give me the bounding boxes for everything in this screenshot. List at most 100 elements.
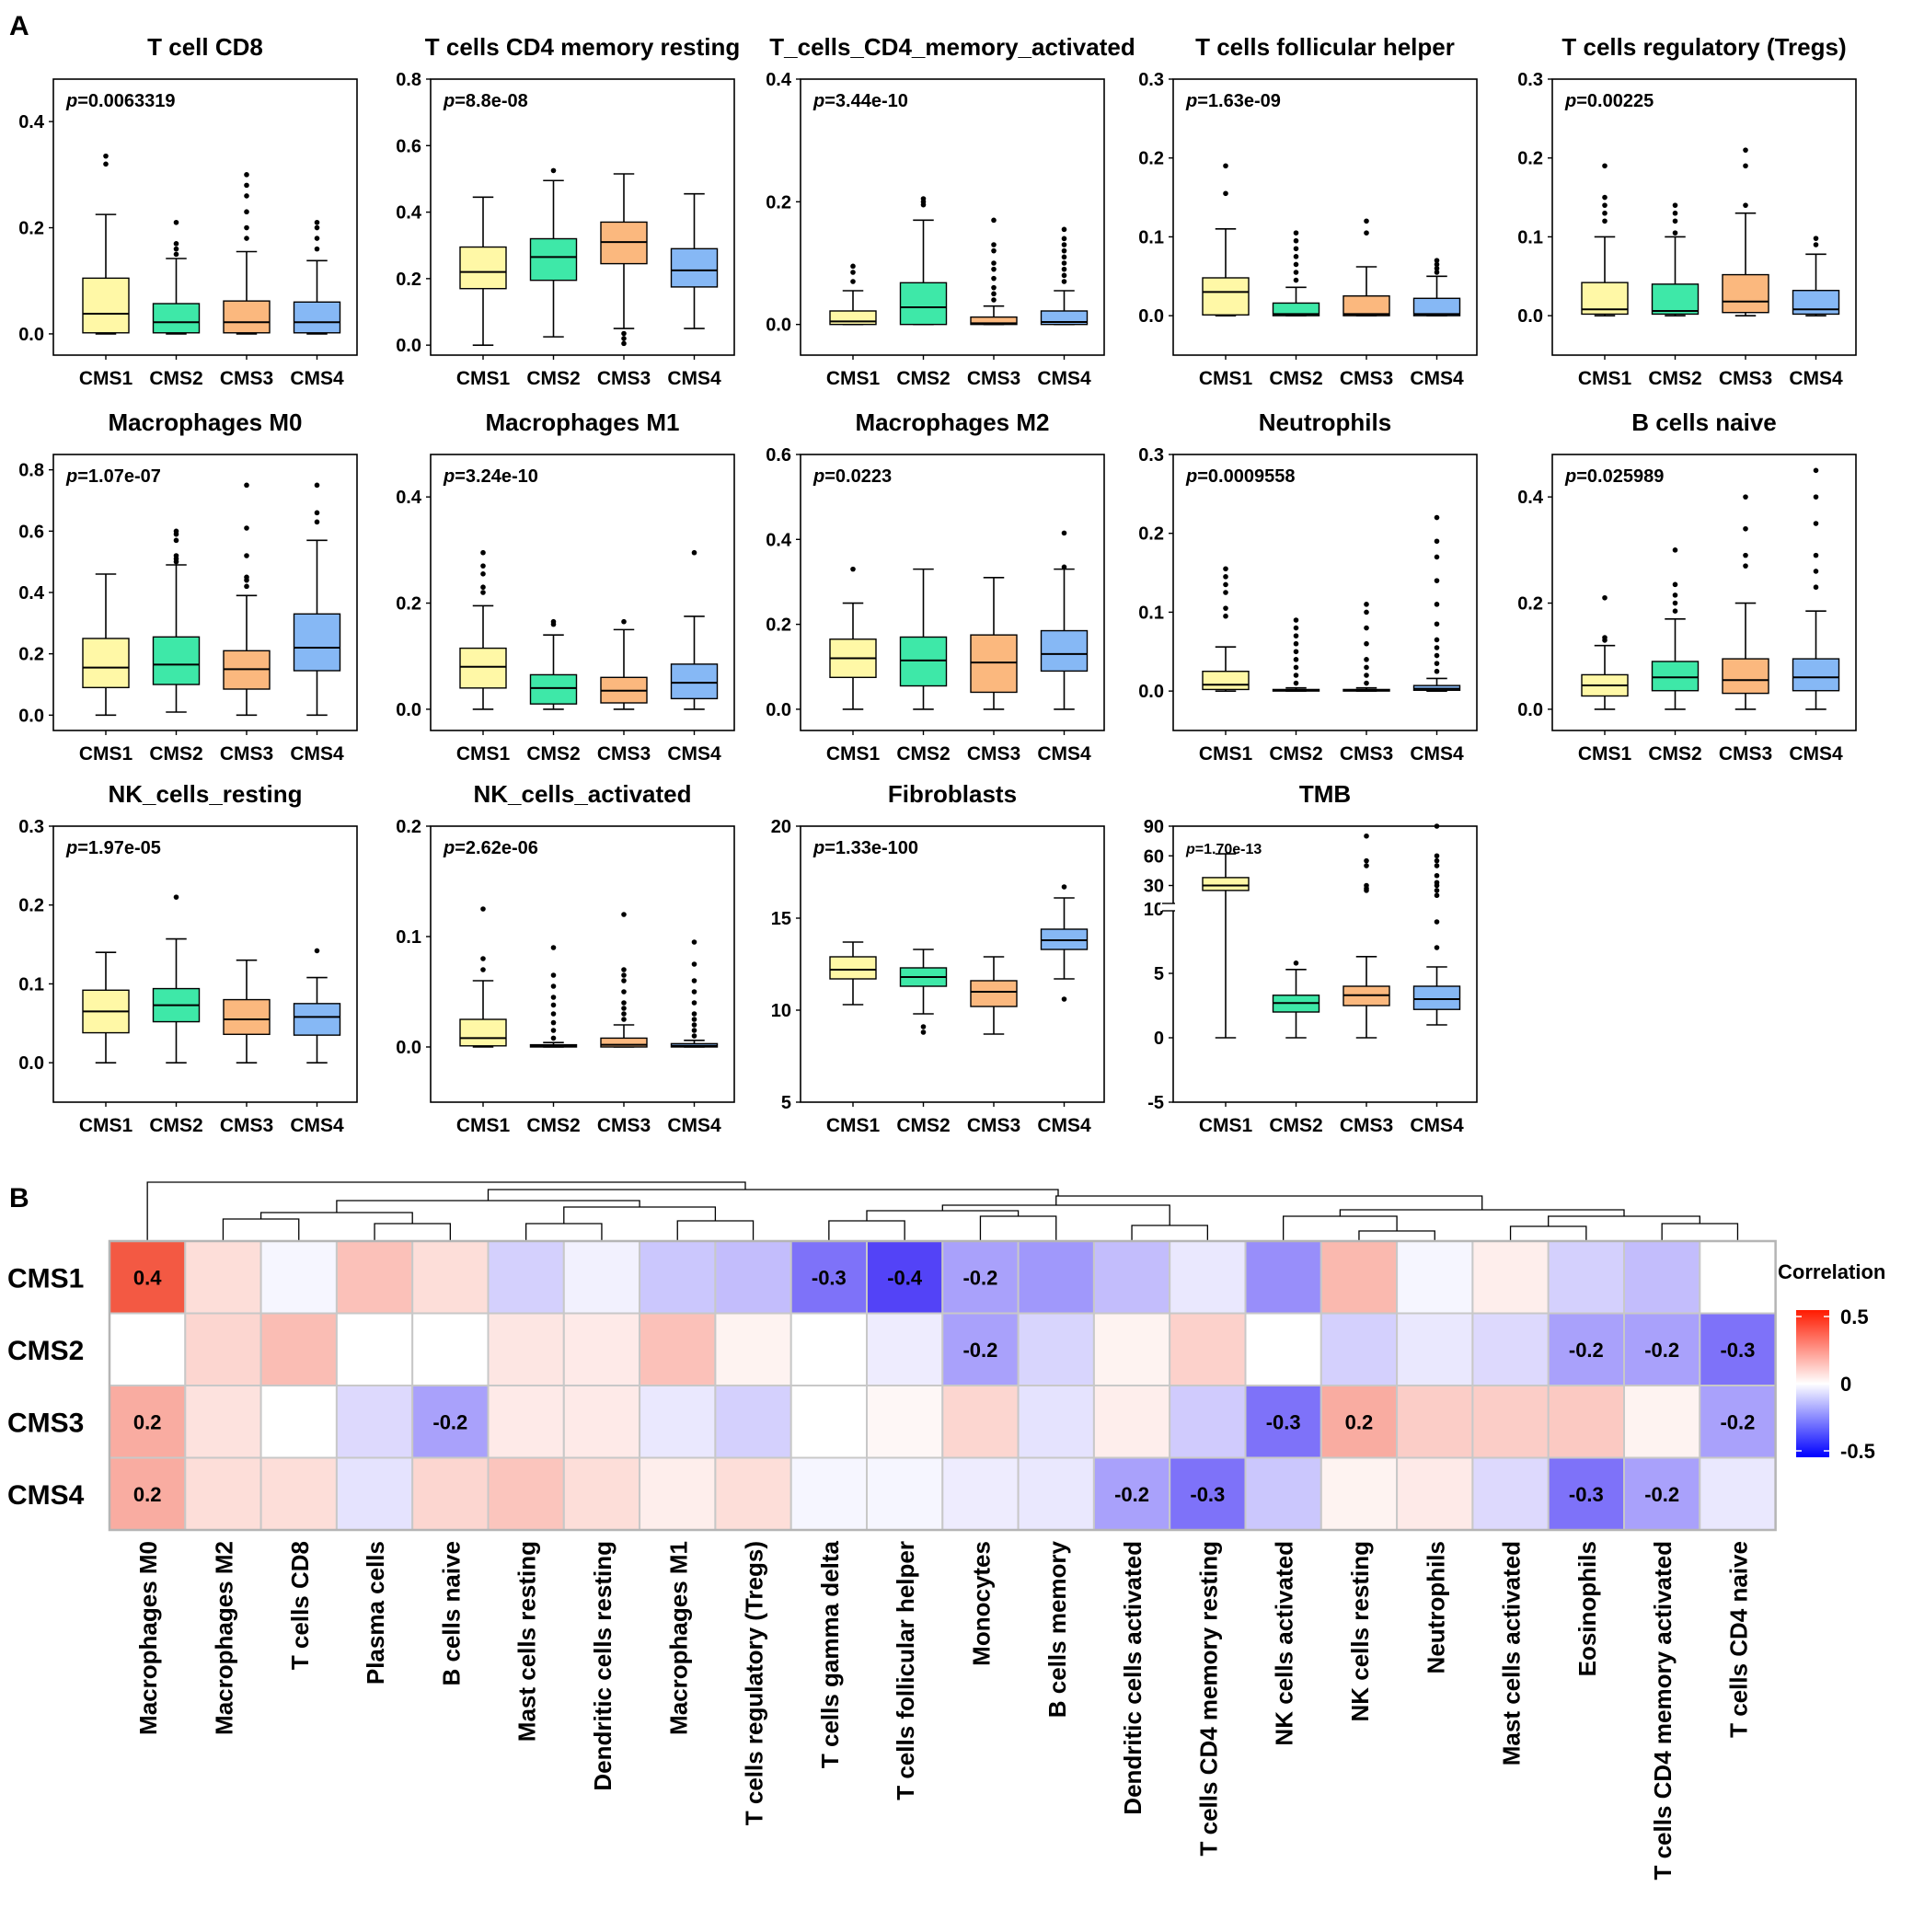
- x-tick-label: CMS4: [1410, 1115, 1464, 1136]
- heatmap-cell: [1320, 1385, 1399, 1459]
- box-body: [152, 303, 201, 334]
- cell-value-label: -0.3: [812, 1266, 847, 1289]
- heatmap-cell: [1547, 1385, 1625, 1459]
- y-tick-label: 0.2: [1517, 149, 1543, 169]
- outlier-point: [1434, 645, 1440, 650]
- x-tick-label: CMS4: [667, 743, 721, 765]
- plot-title: Macrophages M1: [486, 408, 680, 436]
- outlier-point: [1223, 190, 1228, 197]
- outlier-point: [244, 224, 249, 231]
- outlier-point: [1434, 261, 1440, 268]
- y-tick-label: 0.0: [18, 706, 44, 726]
- box-body: [459, 647, 507, 689]
- box-cms1: [82, 153, 130, 335]
- heatmap-cell: [789, 1312, 869, 1386]
- p-value-label: p=0.0223: [812, 466, 892, 487]
- y-tick-label: 0.8: [396, 70, 421, 90]
- plot-frame: [430, 454, 735, 731]
- heatmap-cell: [1471, 1456, 1550, 1531]
- box-cms1: [82, 573, 130, 717]
- x-tick-label: CMS4: [1410, 368, 1464, 389]
- column-label: Mast cells activated: [1498, 1541, 1526, 1765]
- x-tick-label: CMS4: [1789, 368, 1843, 389]
- y-tick-label: 0.1: [18, 974, 44, 995]
- outlier-point: [1813, 552, 1819, 558]
- cell-value-label: -0.2: [962, 1339, 997, 1362]
- outlier-point: [173, 553, 179, 558]
- cell-value-label: 0.2: [1345, 1410, 1374, 1433]
- plot-frame: [800, 825, 1105, 1103]
- box-body: [1651, 661, 1700, 692]
- box-cms3: [600, 912, 648, 1048]
- outlier-point: [1743, 494, 1748, 500]
- p-value: =3.44e-10: [824, 91, 908, 111]
- cell-value-label: 0.4: [133, 1266, 162, 1289]
- row-label: CMS2: [7, 1336, 84, 1366]
- outlier-point: [1602, 635, 1608, 640]
- x-tick-label: CMS3: [220, 1115, 273, 1136]
- boxplot-4: T cells regulatory (Tregs) p=0.00225 CMS1 C…: [1517, 33, 1857, 389]
- p-symbol: p: [443, 466, 455, 487]
- outlier-point: [1364, 218, 1369, 224]
- x-tick-label: CMS3: [597, 743, 651, 765]
- y-tick-label: 0.1: [396, 927, 421, 948]
- outlier-point: [1061, 260, 1067, 266]
- boxplot-6: Macrophages M1 p=3.24e-10 CMS1 CMS2 CMS3 CMS4…: [396, 408, 735, 765]
- outlier-point: [621, 340, 627, 347]
- plot-title: T cells CD4 memory resting: [425, 33, 740, 61]
- column-label: Macrophages M2: [210, 1541, 237, 1735]
- plot-title: T cell CD8: [147, 33, 263, 61]
- outlier-point: [850, 263, 856, 270]
- x-tick-label: CMS2: [526, 368, 580, 389]
- x-tick-label: CMS1: [1199, 368, 1253, 389]
- box-body: [1792, 658, 1840, 692]
- y-tick-label: 0.6: [396, 136, 421, 156]
- cell-value-label: 0.2: [133, 1410, 162, 1433]
- box-body: [1202, 877, 1250, 891]
- box-cms4: [293, 219, 341, 335]
- outlier-point: [1602, 194, 1608, 201]
- outlier-point: [1061, 884, 1067, 890]
- outlier-point: [1434, 888, 1440, 893]
- panel-label-b: B: [9, 1183, 29, 1213]
- p-value: =1.97e-05: [77, 838, 161, 858]
- plot-title: Fibroblasts: [888, 780, 1017, 808]
- x-tick-label: CMS2: [526, 1115, 580, 1136]
- box-cms3: [600, 618, 648, 710]
- boxplot-12: Fibroblasts p=1.33e-100 CMS1 CMS2 CMS3 CMS4 5 1…: [771, 780, 1105, 1136]
- outlier-point: [173, 241, 179, 247]
- heatmap-cell: [1623, 1240, 1701, 1315]
- box-body: [459, 1018, 507, 1047]
- column-label: Dendritic cells activated: [1119, 1541, 1147, 1815]
- heatmap-cell: [1547, 1456, 1625, 1531]
- outlier-point: [244, 172, 249, 178]
- box-cms4: [1040, 226, 1089, 326]
- outlier-point: [1813, 521, 1819, 526]
- outlier-point: [1813, 242, 1819, 247]
- y-tick-label: 0.3: [1138, 445, 1164, 466]
- p-symbol: p: [65, 466, 77, 487]
- outlier-point: [550, 972, 557, 978]
- x-tick-label: CMS2: [1648, 368, 1701, 389]
- y-tick-label: -5: [1147, 1093, 1164, 1113]
- x-tick-label: CMS4: [667, 368, 721, 389]
- x-tick-label: CMS2: [896, 743, 950, 765]
- y-tick-label: 0.0: [18, 325, 44, 345]
- outlier-point: [991, 266, 997, 272]
- outlier-point: [173, 219, 179, 225]
- heatmap-cells: 0.4 -0.3 -0.4 -0.2 -0.2 -0.2 -0.2 -0.3 0.2 -0.2 -0…: [109, 1240, 1777, 1531]
- y-tick-label: 0.2: [18, 896, 44, 916]
- y-tick-label: 0.0: [766, 316, 791, 336]
- outlier-point: [103, 153, 109, 159]
- heatmap-cell: [411, 1456, 490, 1531]
- heatmap-cell: [639, 1385, 717, 1459]
- y-tick-label: 0.0: [396, 336, 421, 356]
- outlier-point: [550, 1035, 557, 1041]
- box-cms1: [1581, 163, 1629, 316]
- heatmap-cell: [714, 1456, 792, 1531]
- outlier-point: [920, 1024, 927, 1029]
- heatmap-cell: [866, 1240, 944, 1315]
- y-tick-label: 5: [781, 1093, 791, 1113]
- plot-frame: [1551, 78, 1857, 356]
- x-tick-label: CMS3: [1719, 743, 1772, 765]
